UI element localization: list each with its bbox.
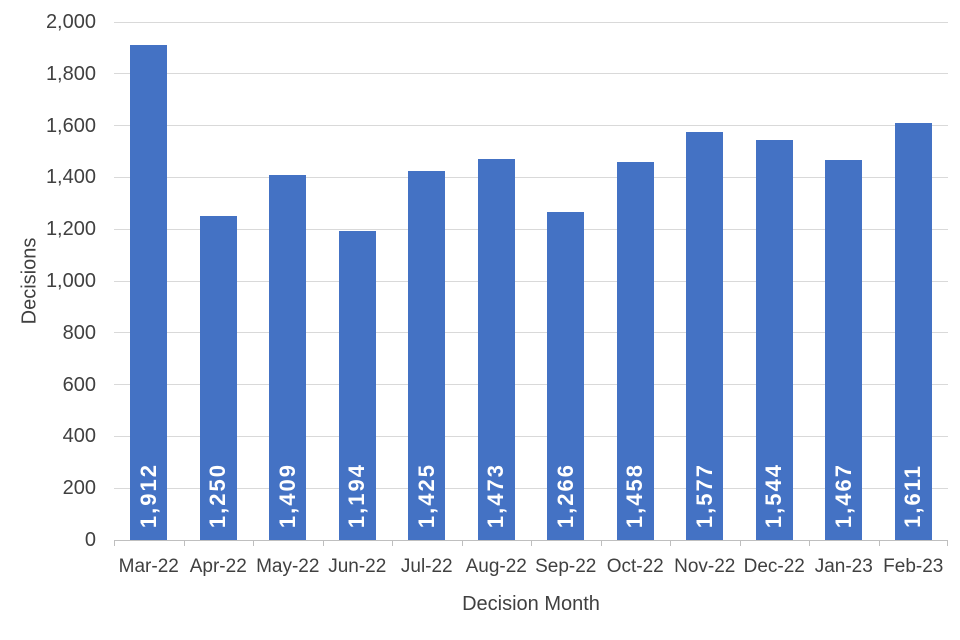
- bar-value-label: 1,577: [691, 462, 717, 528]
- x-axis-tick-mark: [462, 540, 463, 546]
- y-tick-label: 600: [62, 373, 96, 396]
- bar-value-label: 1,458: [622, 462, 648, 528]
- x-axis-tick-mark: [531, 540, 532, 546]
- x-axis-tick-mark: [740, 540, 741, 546]
- gridline: [114, 487, 948, 489]
- gridline: [114, 73, 948, 75]
- bar: 1,409: [269, 175, 307, 540]
- bar-value-label: 1,425: [413, 462, 439, 528]
- x-tick-label: Dec-22: [743, 556, 805, 577]
- bar: 1,544: [755, 140, 793, 540]
- bar: 1,458: [616, 162, 654, 540]
- bar-value-label: 1,266: [552, 462, 578, 528]
- y-tick-label: 1,800: [45, 62, 96, 85]
- x-axis-tick-mark: [253, 540, 254, 546]
- x-axis-tick-mark: [184, 540, 185, 546]
- y-tick-label: 1,000: [45, 270, 96, 292]
- bar: 1,577: [686, 131, 724, 540]
- y-tick-label: 2,000: [45, 11, 96, 33]
- bar-value-label: 1,544: [761, 462, 787, 528]
- x-tick-label: Nov-22: [674, 556, 736, 577]
- gridline: [114, 332, 948, 334]
- y-tick-label: 800: [62, 321, 96, 344]
- bar-value-label: 1,194: [344, 462, 370, 528]
- x-tick-label: Aug-22: [465, 556, 527, 577]
- x-axis-tick-mark: [392, 540, 393, 546]
- bar: 1,425: [408, 170, 446, 540]
- x-tick-label: Jun-22: [328, 556, 387, 577]
- y-tick-label: 1,400: [45, 166, 96, 189]
- x-tick-label: Oct-22: [606, 556, 664, 577]
- x-tick-label: Jan-23: [814, 556, 873, 577]
- bar: 1,467: [825, 160, 863, 540]
- x-axis-tick-mark: [809, 540, 810, 546]
- x-axis-tick-mark: [879, 540, 880, 546]
- x-axis-tick-mark: [114, 540, 115, 546]
- bar: 1,912: [130, 44, 168, 540]
- x-tick-label: Feb-23: [883, 556, 944, 577]
- bar: 1,266: [547, 212, 585, 540]
- x-axis-tick-mark: [323, 540, 324, 546]
- x-tick-label: Mar-22: [118, 556, 179, 577]
- y-tick-label: 1,200: [45, 218, 96, 241]
- plot-area: 1,912 1,250 1,409 1,194 1,425 1,473 1,266 1,458…: [114, 21, 948, 546]
- bar: 1,250: [199, 216, 237, 540]
- bar: 1,473: [477, 158, 515, 540]
- x-tick-label: Sep-22: [535, 556, 597, 577]
- x-tick-label: May-22: [256, 556, 320, 577]
- x-axis-title: Decision Month: [462, 593, 600, 615]
- bar-value-label: 1,611: [900, 464, 926, 528]
- gridline: [114, 21, 948, 23]
- gridline: [114, 176, 948, 178]
- y-tick-label: 200: [62, 477, 96, 500]
- x-axis-tick-mark: [601, 540, 602, 546]
- x-tick-label: Jul-22: [400, 556, 453, 577]
- x-axis-tick-mark: [947, 540, 948, 546]
- x-axis-tick-mark: [670, 540, 671, 546]
- gridline: [114, 228, 948, 230]
- gridline: [114, 125, 948, 127]
- gridline: [114, 384, 948, 386]
- gridline: [114, 280, 948, 282]
- y-tick-label: 400: [62, 425, 96, 448]
- bar-value-label: 1,473: [483, 462, 509, 528]
- bar-value-label: 1,409: [274, 462, 300, 528]
- y-tick-label: 0: [84, 529, 96, 551]
- gridline: [114, 435, 948, 437]
- x-tick-label: Apr-22: [189, 556, 247, 577]
- bar: 1,611: [894, 122, 932, 540]
- bar-value-label: 1,250: [205, 462, 231, 528]
- y-tick-label: 1,600: [45, 114, 96, 137]
- bar: 1,194: [338, 230, 376, 540]
- bar-value-label: 1,912: [135, 462, 161, 528]
- bar-value-label: 1,467: [830, 462, 856, 528]
